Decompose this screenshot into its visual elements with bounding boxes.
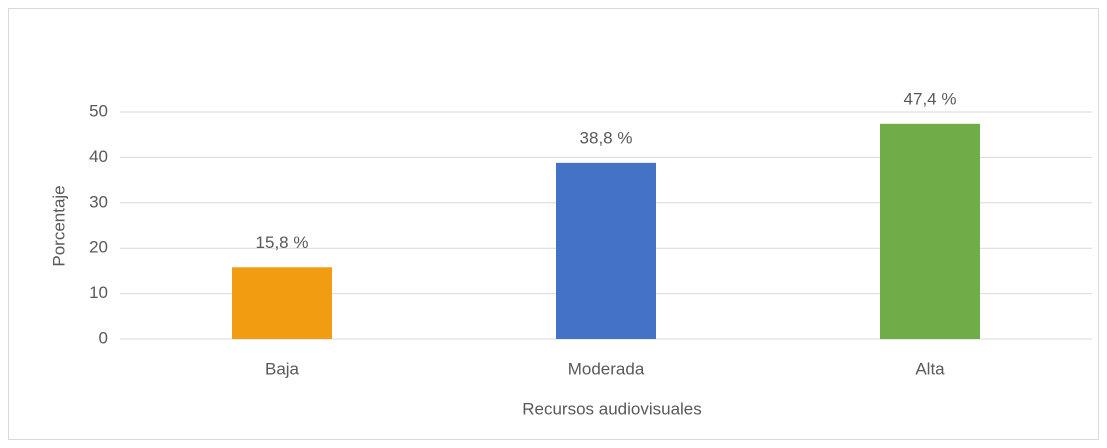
data-label: 15,8 % [256, 233, 309, 252]
data-label: 47,4 % [904, 89, 957, 108]
bar [232, 267, 332, 339]
y-tick-label: 20 [89, 238, 108, 257]
x-tick-label: Baja [265, 359, 300, 378]
y-tick-label: 50 [89, 101, 108, 120]
data-label: 38,8 % [580, 128, 633, 147]
y-axis-label: Porcentaje [49, 185, 68, 266]
y-tick-label: 30 [89, 192, 108, 211]
x-axis-label: Recursos audiovisuales [522, 399, 702, 418]
bar [880, 123, 980, 339]
bar [556, 162, 656, 339]
x-tick-label: Alta [915, 359, 945, 378]
y-tick-label: 40 [89, 147, 108, 166]
x-tick-label: Moderada [568, 359, 645, 378]
y-tick-label: 0 [99, 328, 108, 347]
y-tick-label: 10 [89, 283, 108, 302]
